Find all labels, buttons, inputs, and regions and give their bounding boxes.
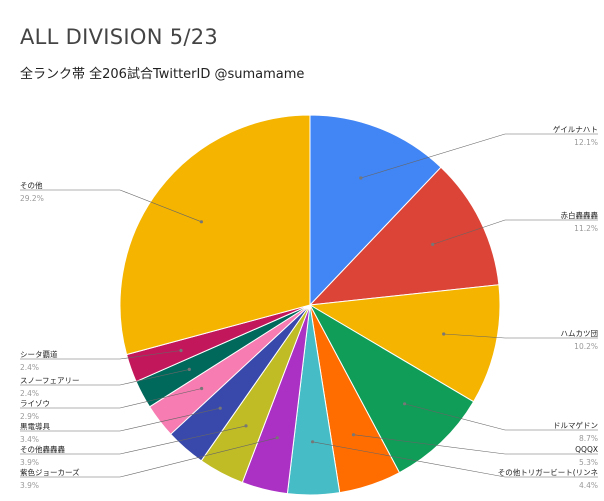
slice-percent: 10.2% — [574, 342, 598, 351]
slice-label: ハムカツ団 — [561, 329, 599, 338]
slice-percent: 4.4% — [579, 481, 598, 490]
leader-line — [432, 219, 598, 245]
slice-percent: 2.4% — [20, 363, 39, 372]
leader-dot — [311, 440, 315, 444]
leader-line — [360, 133, 598, 179]
slice-percent: 2.9% — [20, 412, 39, 421]
slice-label: スノーフェアリー — [20, 376, 80, 385]
leader-line — [443, 333, 598, 339]
slice-percent: 3.4% — [20, 435, 39, 444]
slice-label: ドルマゲドン — [553, 421, 598, 430]
pie-slice — [119, 114, 311, 356]
slice-label: その他トリガービート(リンネ — [498, 467, 598, 477]
pie-slice — [308, 284, 501, 403]
pie-slices — [119, 114, 501, 496]
slice-label: 黒電導具 — [20, 421, 50, 431]
leader-dot — [431, 242, 435, 246]
slice-label: シータ覇道 — [20, 349, 58, 359]
pie-slice — [309, 114, 442, 307]
slice-label: 赤白轟轟轟 — [561, 210, 599, 220]
chart-subtitle: 全ランク帯 全206試合TwitterID @sumamame — [20, 67, 305, 82]
slice-label: ライゾウ — [20, 399, 50, 408]
slice-label: 紫色ジョーカーズ — [20, 467, 80, 477]
leader-dot — [187, 367, 191, 371]
leader-dot — [218, 406, 222, 410]
slice-label: ゲイルナハト — [553, 125, 598, 134]
leader-dot — [200, 386, 204, 391]
leader-dot — [403, 402, 407, 406]
slice-percent: 5.3% — [579, 458, 598, 467]
leader-dot — [275, 436, 279, 440]
slice-percent: 29.2% — [20, 194, 44, 203]
leader-line — [20, 407, 221, 432]
slice-percent: 8.7% — [579, 434, 598, 443]
leader-line — [20, 437, 278, 478]
chart-title: ALL DIVISION 5/23 — [20, 25, 219, 49]
pie-slice — [308, 303, 475, 474]
leader-line — [353, 434, 598, 455]
slice-label: その他轟轟轟 — [20, 444, 65, 454]
pie-labels: ゲイルナハト 12.1% 赤白轟轟轟 11.2% ハムカツ団 10.2% ドルマゲドン 8.7… — [20, 125, 598, 490]
leader-line — [20, 189, 202, 223]
leader-dot — [359, 176, 363, 180]
slice-label: QQQX — [575, 445, 598, 454]
leader-line — [20, 388, 202, 409]
leader-dot — [442, 332, 446, 336]
leader-dot — [244, 424, 248, 428]
slice-percent: 2.4% — [20, 389, 39, 398]
slice-percent: 12.1% — [574, 138, 598, 147]
pie-slice — [308, 166, 500, 306]
leader-line — [404, 403, 598, 431]
leader-line — [20, 369, 190, 386]
leader-line — [20, 425, 247, 455]
slice-percent: 11.2% — [574, 224, 598, 233]
leader-line — [312, 441, 598, 478]
slice-label: その他 — [20, 180, 43, 190]
slice-percent: 3.9% — [20, 458, 39, 467]
slice-percent: 3.9% — [20, 481, 39, 490]
leader-dot — [179, 348, 183, 353]
leader-dot — [351, 433, 356, 437]
leader-dot — [199, 220, 203, 224]
leader-line — [20, 350, 182, 360]
